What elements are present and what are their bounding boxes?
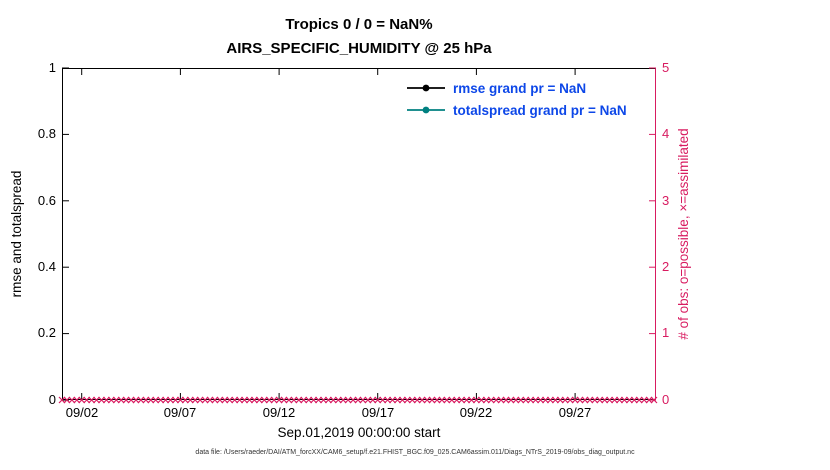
axes-ticks-and-obs-markers xyxy=(58,67,658,404)
chart-subtitle: AIRS_SPECIFIC_HUMIDITY @ 25 hPa xyxy=(226,40,492,57)
rmse-line-marker-icon xyxy=(407,84,445,92)
y-left-tick-label: 0 xyxy=(48,392,56,407)
x-axis-label: Sep.01,2019 00:00:00 start xyxy=(277,425,441,440)
data-file-footer: data file: /Users/raeder/DAI/ATM_forcXX/… xyxy=(195,449,635,456)
x-tick-label: 09/02 xyxy=(65,405,99,420)
x-tick-label: 09/17 xyxy=(361,405,395,420)
y-right-tick-label: 5 xyxy=(662,60,670,75)
right-axis-label: # of obs: o=possible, ×=assimilated xyxy=(676,128,691,340)
legend-label-totalspread: totalspread grand pr = NaN xyxy=(453,102,627,118)
y-left-tick-label: 0.2 xyxy=(37,325,56,340)
y-right-tick-label: 3 xyxy=(662,193,670,208)
y-left-tick-label: 0.6 xyxy=(37,193,56,208)
y-left-tick-label: 0.8 xyxy=(37,126,56,141)
plot-area: rmse grand pr = NaN totalspread grand pr… xyxy=(58,67,658,404)
x-tick-label: 09/27 xyxy=(558,405,592,420)
x-tick-label: 09/22 xyxy=(459,405,493,420)
y-right-tick-label: 0 xyxy=(662,392,670,407)
y-left-tick-label: 1 xyxy=(48,60,56,75)
totalspread-line-marker-icon xyxy=(407,106,445,114)
x-tick-label: 09/07 xyxy=(163,405,197,420)
y-right-tick-label: 1 xyxy=(662,325,670,340)
legend-item-rmse: rmse grand pr = NaN xyxy=(407,77,627,99)
chart-title: Tropics 0 / 0 = NaN% xyxy=(285,16,433,33)
y-right-tick-label: 2 xyxy=(662,259,670,274)
y-right-tick-label: 4 xyxy=(662,126,670,141)
x-tick-label: 09/12 xyxy=(262,405,296,420)
legend-item-totalspread: totalspread grand pr = NaN xyxy=(407,99,627,121)
legend-label-rmse: rmse grand pr = NaN xyxy=(453,80,587,96)
y-left-tick-label: 0.4 xyxy=(37,259,56,274)
legend: rmse grand pr = NaN totalspread grand pr… xyxy=(407,77,627,121)
